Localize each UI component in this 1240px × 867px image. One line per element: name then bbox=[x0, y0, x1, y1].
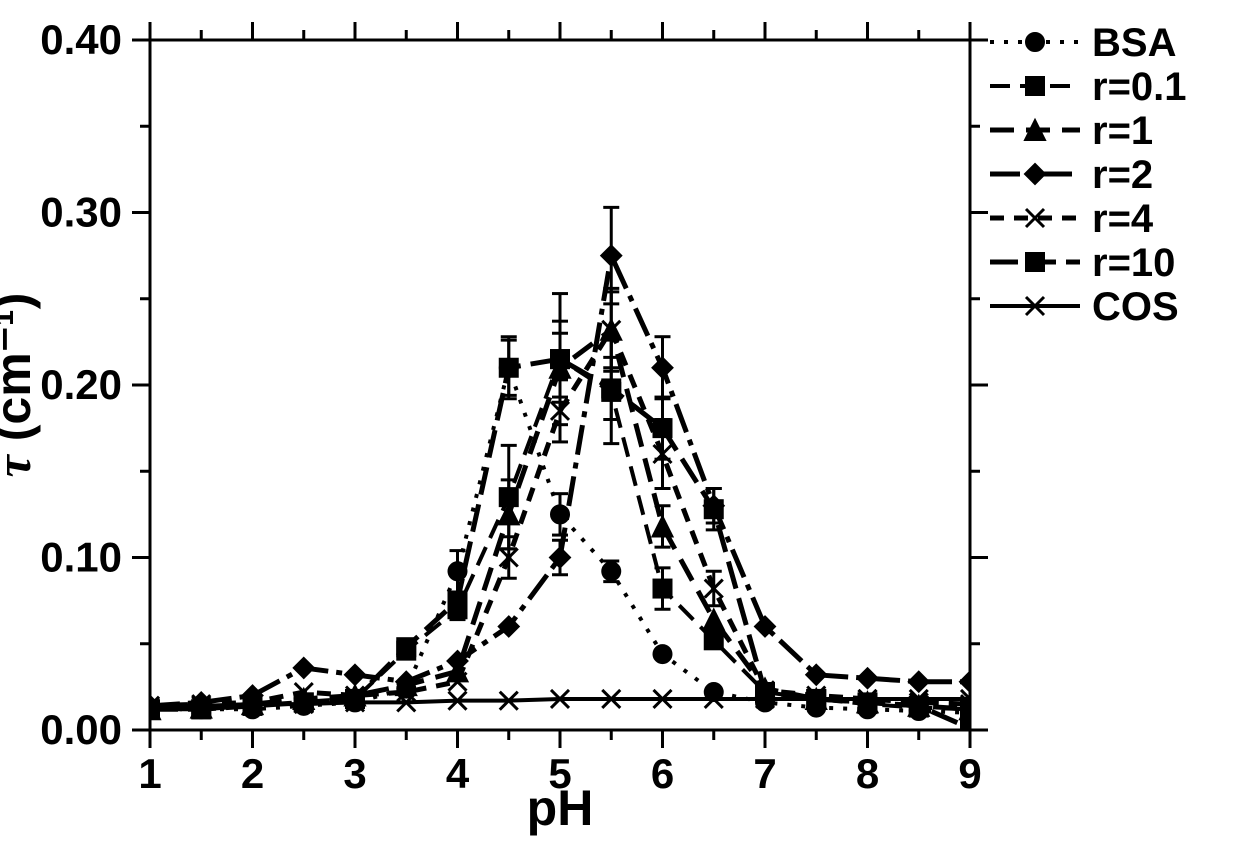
series-r=2 bbox=[140, 207, 980, 716]
x-tick-label: 4 bbox=[446, 750, 470, 797]
marker-square bbox=[654, 580, 672, 598]
legend-item: r=2 bbox=[990, 153, 1153, 197]
legend-item: BSA bbox=[990, 21, 1176, 65]
y-tick-label: 0.10 bbox=[40, 534, 122, 581]
x-tick-label: 9 bbox=[958, 750, 981, 797]
marker-square bbox=[1026, 77, 1044, 95]
marker-square bbox=[602, 379, 620, 397]
marker-circle bbox=[654, 645, 672, 663]
marker-diamond bbox=[294, 658, 314, 678]
legend-label: r=1 bbox=[1092, 109, 1153, 153]
marker-diamond bbox=[601, 246, 621, 266]
chart-container: 1234567890.000.100.200.300.40pHτ (cm⁻¹)B… bbox=[0, 0, 1240, 867]
marker-diamond bbox=[960, 672, 980, 692]
y-tick-label: 0.40 bbox=[40, 16, 122, 63]
marker-diamond bbox=[653, 358, 673, 378]
marker-square bbox=[705, 500, 723, 518]
chart-svg: 1234567890.000.100.200.300.40pHτ (cm⁻¹)B… bbox=[0, 0, 1240, 867]
marker-square bbox=[1026, 253, 1044, 271]
y-tick-label: 0.30 bbox=[40, 189, 122, 236]
x-tick-label: 6 bbox=[651, 750, 674, 797]
legend-label: r=0.1 bbox=[1092, 65, 1187, 109]
legend-item: COS bbox=[990, 285, 1179, 329]
legend-label: COS bbox=[1092, 285, 1179, 329]
marker-square bbox=[705, 631, 723, 649]
marker-triangle bbox=[704, 610, 724, 630]
x-tick-label: 2 bbox=[241, 750, 264, 797]
legend-label: r=4 bbox=[1092, 197, 1154, 241]
x-tick-label: 8 bbox=[856, 750, 879, 797]
y-axis-label-group: τ (cm⁻¹) bbox=[0, 293, 41, 478]
legend-label: r=2 bbox=[1092, 153, 1153, 197]
x-tick-label: 3 bbox=[343, 750, 366, 797]
marker-square bbox=[551, 350, 569, 368]
legend-item: r=1 bbox=[990, 109, 1153, 153]
legend-item: r=4 bbox=[990, 197, 1154, 241]
marker-square bbox=[500, 359, 518, 377]
legend-item: r=0.1 bbox=[990, 65, 1187, 109]
x-axis-label: pH bbox=[527, 780, 594, 836]
marker-circle bbox=[1026, 33, 1044, 51]
x-tick-label: 7 bbox=[753, 750, 776, 797]
marker-square bbox=[397, 638, 415, 656]
marker-square bbox=[449, 592, 467, 610]
legend-label: BSA bbox=[1092, 21, 1176, 65]
marker-triangle bbox=[499, 504, 519, 524]
marker-square bbox=[192, 700, 210, 718]
marker-diamond bbox=[345, 665, 365, 685]
y-tick-label: 0.20 bbox=[40, 361, 122, 408]
y-axis-label: τ (cm⁻¹) bbox=[0, 293, 41, 478]
marker-diamond bbox=[858, 668, 878, 688]
marker-square bbox=[654, 419, 672, 437]
marker-diamond bbox=[909, 672, 929, 692]
marker-circle bbox=[602, 562, 620, 580]
x-tick-label: 1 bbox=[138, 750, 161, 797]
marker-square bbox=[141, 700, 159, 718]
marker-diamond bbox=[1025, 164, 1045, 184]
marker-triangle bbox=[653, 516, 673, 536]
marker-square bbox=[859, 693, 877, 711]
marker-square bbox=[346, 690, 364, 708]
legend-item: r=10 bbox=[990, 241, 1175, 285]
legend-label: r=10 bbox=[1092, 241, 1175, 285]
y-tick-label: 0.00 bbox=[40, 706, 122, 753]
